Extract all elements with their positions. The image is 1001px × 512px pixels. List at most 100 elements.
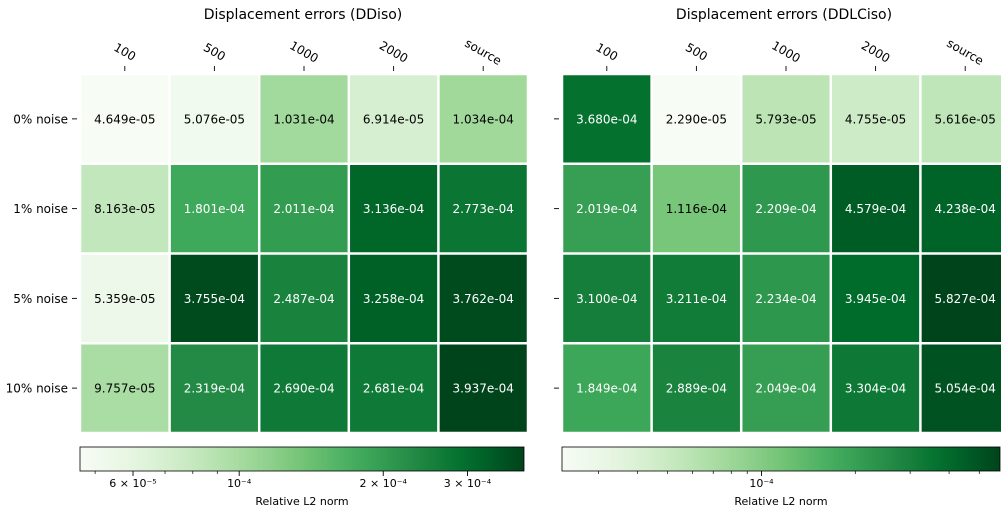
colorbar-tick-label: 3 × 10⁻⁴ bbox=[444, 477, 492, 490]
heatmap-cell bbox=[652, 344, 740, 432]
cell-value-label: 5.076e-05 bbox=[184, 112, 245, 126]
heatmap-cell bbox=[350, 344, 438, 432]
heatmap-cell bbox=[439, 165, 527, 253]
heatmap-cell bbox=[260, 254, 348, 342]
x-tick-label: 2000 bbox=[859, 38, 892, 65]
colorbar-tick-label: 6 × 10⁻⁵ bbox=[109, 477, 156, 490]
heatmap-cell bbox=[260, 344, 348, 432]
x-tick-label: 1000 bbox=[287, 38, 320, 65]
cell-value-label: 4.649e-05 bbox=[94, 112, 155, 126]
cell-value-label: 5.793e-05 bbox=[755, 112, 816, 126]
colorbar bbox=[79, 446, 525, 472]
cell-value-label: 8.163e-05 bbox=[94, 202, 155, 216]
heatmap-cell bbox=[260, 75, 348, 163]
chart-title: Displacement errors (DDiso) bbox=[204, 7, 403, 23]
cell-value-label: 1.801e-04 bbox=[184, 202, 245, 216]
heatmap-cell bbox=[439, 75, 527, 163]
heatmap-cell bbox=[832, 165, 920, 253]
x-tick-label: source bbox=[944, 36, 986, 68]
heatmap-cell bbox=[652, 165, 740, 253]
cell-value-label: 2.234e-04 bbox=[755, 292, 816, 306]
cell-value-label: 2.690e-04 bbox=[273, 382, 334, 396]
colorbar-label: Relative L2 norm bbox=[734, 495, 827, 508]
heatmap-cell bbox=[652, 75, 740, 163]
cell-value-label: 3.100e-04 bbox=[576, 292, 637, 306]
heatmap-cell bbox=[921, 165, 1001, 253]
cell-value-label: 2.290e-05 bbox=[666, 112, 727, 126]
cell-value-label: 5.616e-05 bbox=[935, 112, 996, 126]
heatmap-cell bbox=[439, 344, 527, 432]
cell-value-label: 3.762e-04 bbox=[453, 292, 514, 306]
x-tick-label: 500 bbox=[201, 40, 228, 64]
cell-value-label: 1.034e-04 bbox=[453, 112, 514, 126]
cell-value-label: 3.258e-04 bbox=[363, 292, 424, 306]
heatmap-cell bbox=[439, 254, 527, 342]
heatmap-cell bbox=[742, 254, 830, 342]
cell-value-label: 4.238e-04 bbox=[935, 202, 996, 216]
cell-value-label: 2.319e-04 bbox=[184, 382, 245, 396]
heatmap-cell bbox=[170, 75, 258, 163]
heatmap-panel-1: Displacement errors (DDiso) 100 500 1000 200… bbox=[6, 7, 527, 508]
heatmap-cell bbox=[81, 165, 169, 253]
heatmap-cell bbox=[742, 165, 830, 253]
cell-value-label: 5.359e-05 bbox=[94, 292, 155, 306]
cell-value-label: 3.945e-04 bbox=[845, 292, 906, 306]
colorbar-tick-label: 10⁻⁴ bbox=[749, 477, 774, 490]
x-tick-label: 1000 bbox=[769, 38, 802, 65]
cell-value-label: 1.116e-04 bbox=[666, 202, 727, 216]
cell-value-label: 2.773e-04 bbox=[453, 202, 514, 216]
heatmap-cell bbox=[563, 75, 651, 163]
heatmap-cell bbox=[170, 254, 258, 342]
colorbar-tick-label: 10⁻⁴ bbox=[227, 477, 252, 490]
x-tick-label: 100 bbox=[593, 40, 620, 64]
x-tick-label: 100 bbox=[111, 40, 138, 64]
cell-value-label: 5.054e-04 bbox=[935, 382, 996, 396]
heatmap-cell bbox=[652, 254, 740, 342]
heatmap-cell bbox=[350, 254, 438, 342]
x-tick-label: source bbox=[462, 36, 504, 68]
heatmap-cell bbox=[921, 75, 1001, 163]
heatmap-cell bbox=[350, 75, 438, 163]
cell-value-label: 5.827e-04 bbox=[935, 292, 996, 306]
cell-value-label: 2.487e-04 bbox=[273, 292, 334, 306]
heatmap-cell bbox=[170, 344, 258, 432]
heatmap-cell bbox=[170, 165, 258, 253]
cell-value-label: 3.755e-04 bbox=[184, 292, 245, 306]
heatmap-cell bbox=[260, 165, 348, 253]
heatmap-cell bbox=[81, 75, 169, 163]
y-tick-label: 1% noise bbox=[13, 202, 68, 216]
cell-value-label: 3.136e-04 bbox=[363, 202, 424, 216]
heatmap-cell bbox=[742, 344, 830, 432]
cell-value-label: 1.031e-04 bbox=[273, 112, 334, 126]
cell-value-label: 6.914e-05 bbox=[363, 112, 424, 126]
cell-value-label: 2.889e-04 bbox=[666, 382, 727, 396]
heatmap-cell bbox=[742, 75, 830, 163]
cell-value-label: 9.757e-05 bbox=[94, 382, 155, 396]
cell-value-label: 2.209e-04 bbox=[755, 202, 816, 216]
heatmap-cell bbox=[563, 165, 651, 253]
heatmap-cell bbox=[921, 344, 1001, 432]
heatmap-cell bbox=[921, 254, 1001, 342]
heatmap-cell bbox=[832, 75, 920, 163]
heatmap-cell bbox=[81, 344, 169, 432]
x-tick-label: 2000 bbox=[377, 38, 410, 65]
colorbar bbox=[561, 446, 1001, 472]
cell-value-label: 4.755e-05 bbox=[845, 112, 906, 126]
y-tick-label: 10% noise bbox=[6, 382, 68, 396]
cell-value-label: 2.011e-04 bbox=[273, 202, 334, 216]
cell-value-label: 4.579e-04 bbox=[845, 202, 906, 216]
cell-value-label: 3.304e-04 bbox=[845, 382, 906, 396]
heatmap-cell bbox=[563, 344, 651, 432]
heatmap-cell bbox=[81, 254, 169, 342]
heatmap-cell bbox=[832, 254, 920, 342]
cell-value-label: 3.937e-04 bbox=[453, 382, 514, 396]
cell-value-label: 3.211e-04 bbox=[666, 292, 727, 306]
heatmap-cell bbox=[350, 165, 438, 253]
cell-value-label: 1.849e-04 bbox=[576, 382, 637, 396]
cell-value-label: 2.019e-04 bbox=[576, 202, 637, 216]
cell-value-label: 3.680e-04 bbox=[576, 112, 637, 126]
y-tick-label: 5% noise bbox=[13, 292, 68, 306]
heatmap-cell bbox=[832, 344, 920, 432]
colorbar-tick-label: 2 × 10⁻⁴ bbox=[360, 477, 408, 490]
